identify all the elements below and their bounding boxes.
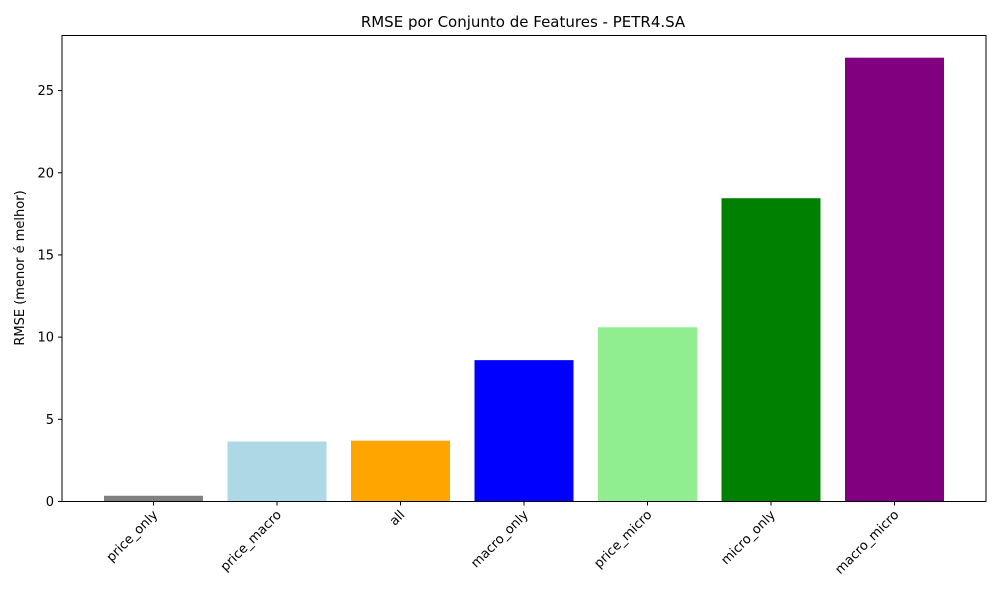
y-tick-label: 5 — [46, 413, 54, 428]
x-ticks: price_only price_macro all macro_only price_… — [104, 501, 903, 578]
bars-layer — [104, 57, 944, 502]
y-tick-label: 0 — [46, 495, 54, 510]
x-tick-label: all — [387, 508, 408, 529]
plot-frame — [61, 35, 987, 502]
chart-title: RMSE por Conjunto de Features - PETR4.SA — [361, 13, 686, 31]
x-tick-label: macro_micro — [833, 508, 903, 578]
y-tick-label: 20 — [37, 166, 54, 181]
y-ticks: 0 5 10 15 20 25 — [37, 84, 62, 510]
x-tick-label: macro_only — [468, 508, 532, 572]
bar-price-macro — [227, 441, 327, 502]
y-tick-label: 10 — [37, 331, 54, 346]
y-tick-label: 25 — [37, 84, 54, 99]
bar-all — [351, 440, 450, 502]
x-tick-label: price_macro — [218, 508, 285, 575]
x-tick-label: price_micro — [591, 508, 655, 572]
bar-macro-only — [474, 360, 574, 502]
y-tick-label: 15 — [37, 248, 54, 263]
x-tick-label: micro_only — [718, 508, 779, 569]
bar-micro-only — [721, 198, 821, 502]
x-tick-label: price_only — [104, 508, 162, 566]
bar-macro-micro — [845, 57, 944, 502]
y-axis-label: RMSE (menor é melhor) — [13, 190, 28, 345]
bar-price-only — [104, 495, 203, 502]
bar-price-micro — [598, 327, 697, 502]
